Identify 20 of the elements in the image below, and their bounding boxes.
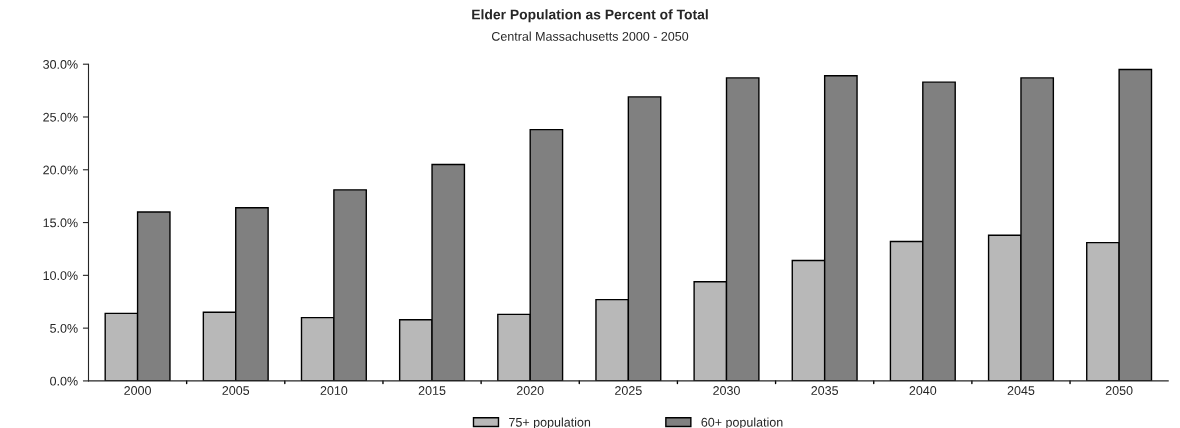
x-tick-label: 2030 bbox=[713, 386, 740, 395]
y-tick-label: 5.0% bbox=[50, 323, 78, 333]
x-tick-label: 2015 bbox=[418, 386, 446, 395]
chart-title: Elder Population as Percent of Total bbox=[472, 9, 708, 23]
x-tick-label: 2005 bbox=[222, 386, 250, 395]
y-tick-label: 25.0% bbox=[43, 112, 78, 122]
y-tick-label: 15.0% bbox=[43, 218, 78, 228]
y-tick-label: 20.0% bbox=[43, 165, 78, 175]
x-tick-label: 2020 bbox=[516, 386, 544, 395]
y-tick-label: 10.0% bbox=[43, 271, 78, 280]
x-tick-label: 2010 bbox=[320, 386, 348, 395]
y-tick-label: 30.0% bbox=[43, 60, 78, 69]
x-tick-label: 2025 bbox=[615, 386, 642, 395]
x-tick-label: 2035 bbox=[811, 386, 839, 395]
y-tick-label: 0.0% bbox=[50, 376, 78, 386]
x-tick-label: 2050 bbox=[1105, 386, 1133, 395]
x-tick-label: 2000 bbox=[124, 386, 151, 395]
x-tick-label: 2045 bbox=[1007, 386, 1035, 395]
x-tick-label: 2040 bbox=[909, 386, 937, 395]
chart-subtitle: Central Massachusetts 2000 - 2050 bbox=[491, 31, 689, 41]
